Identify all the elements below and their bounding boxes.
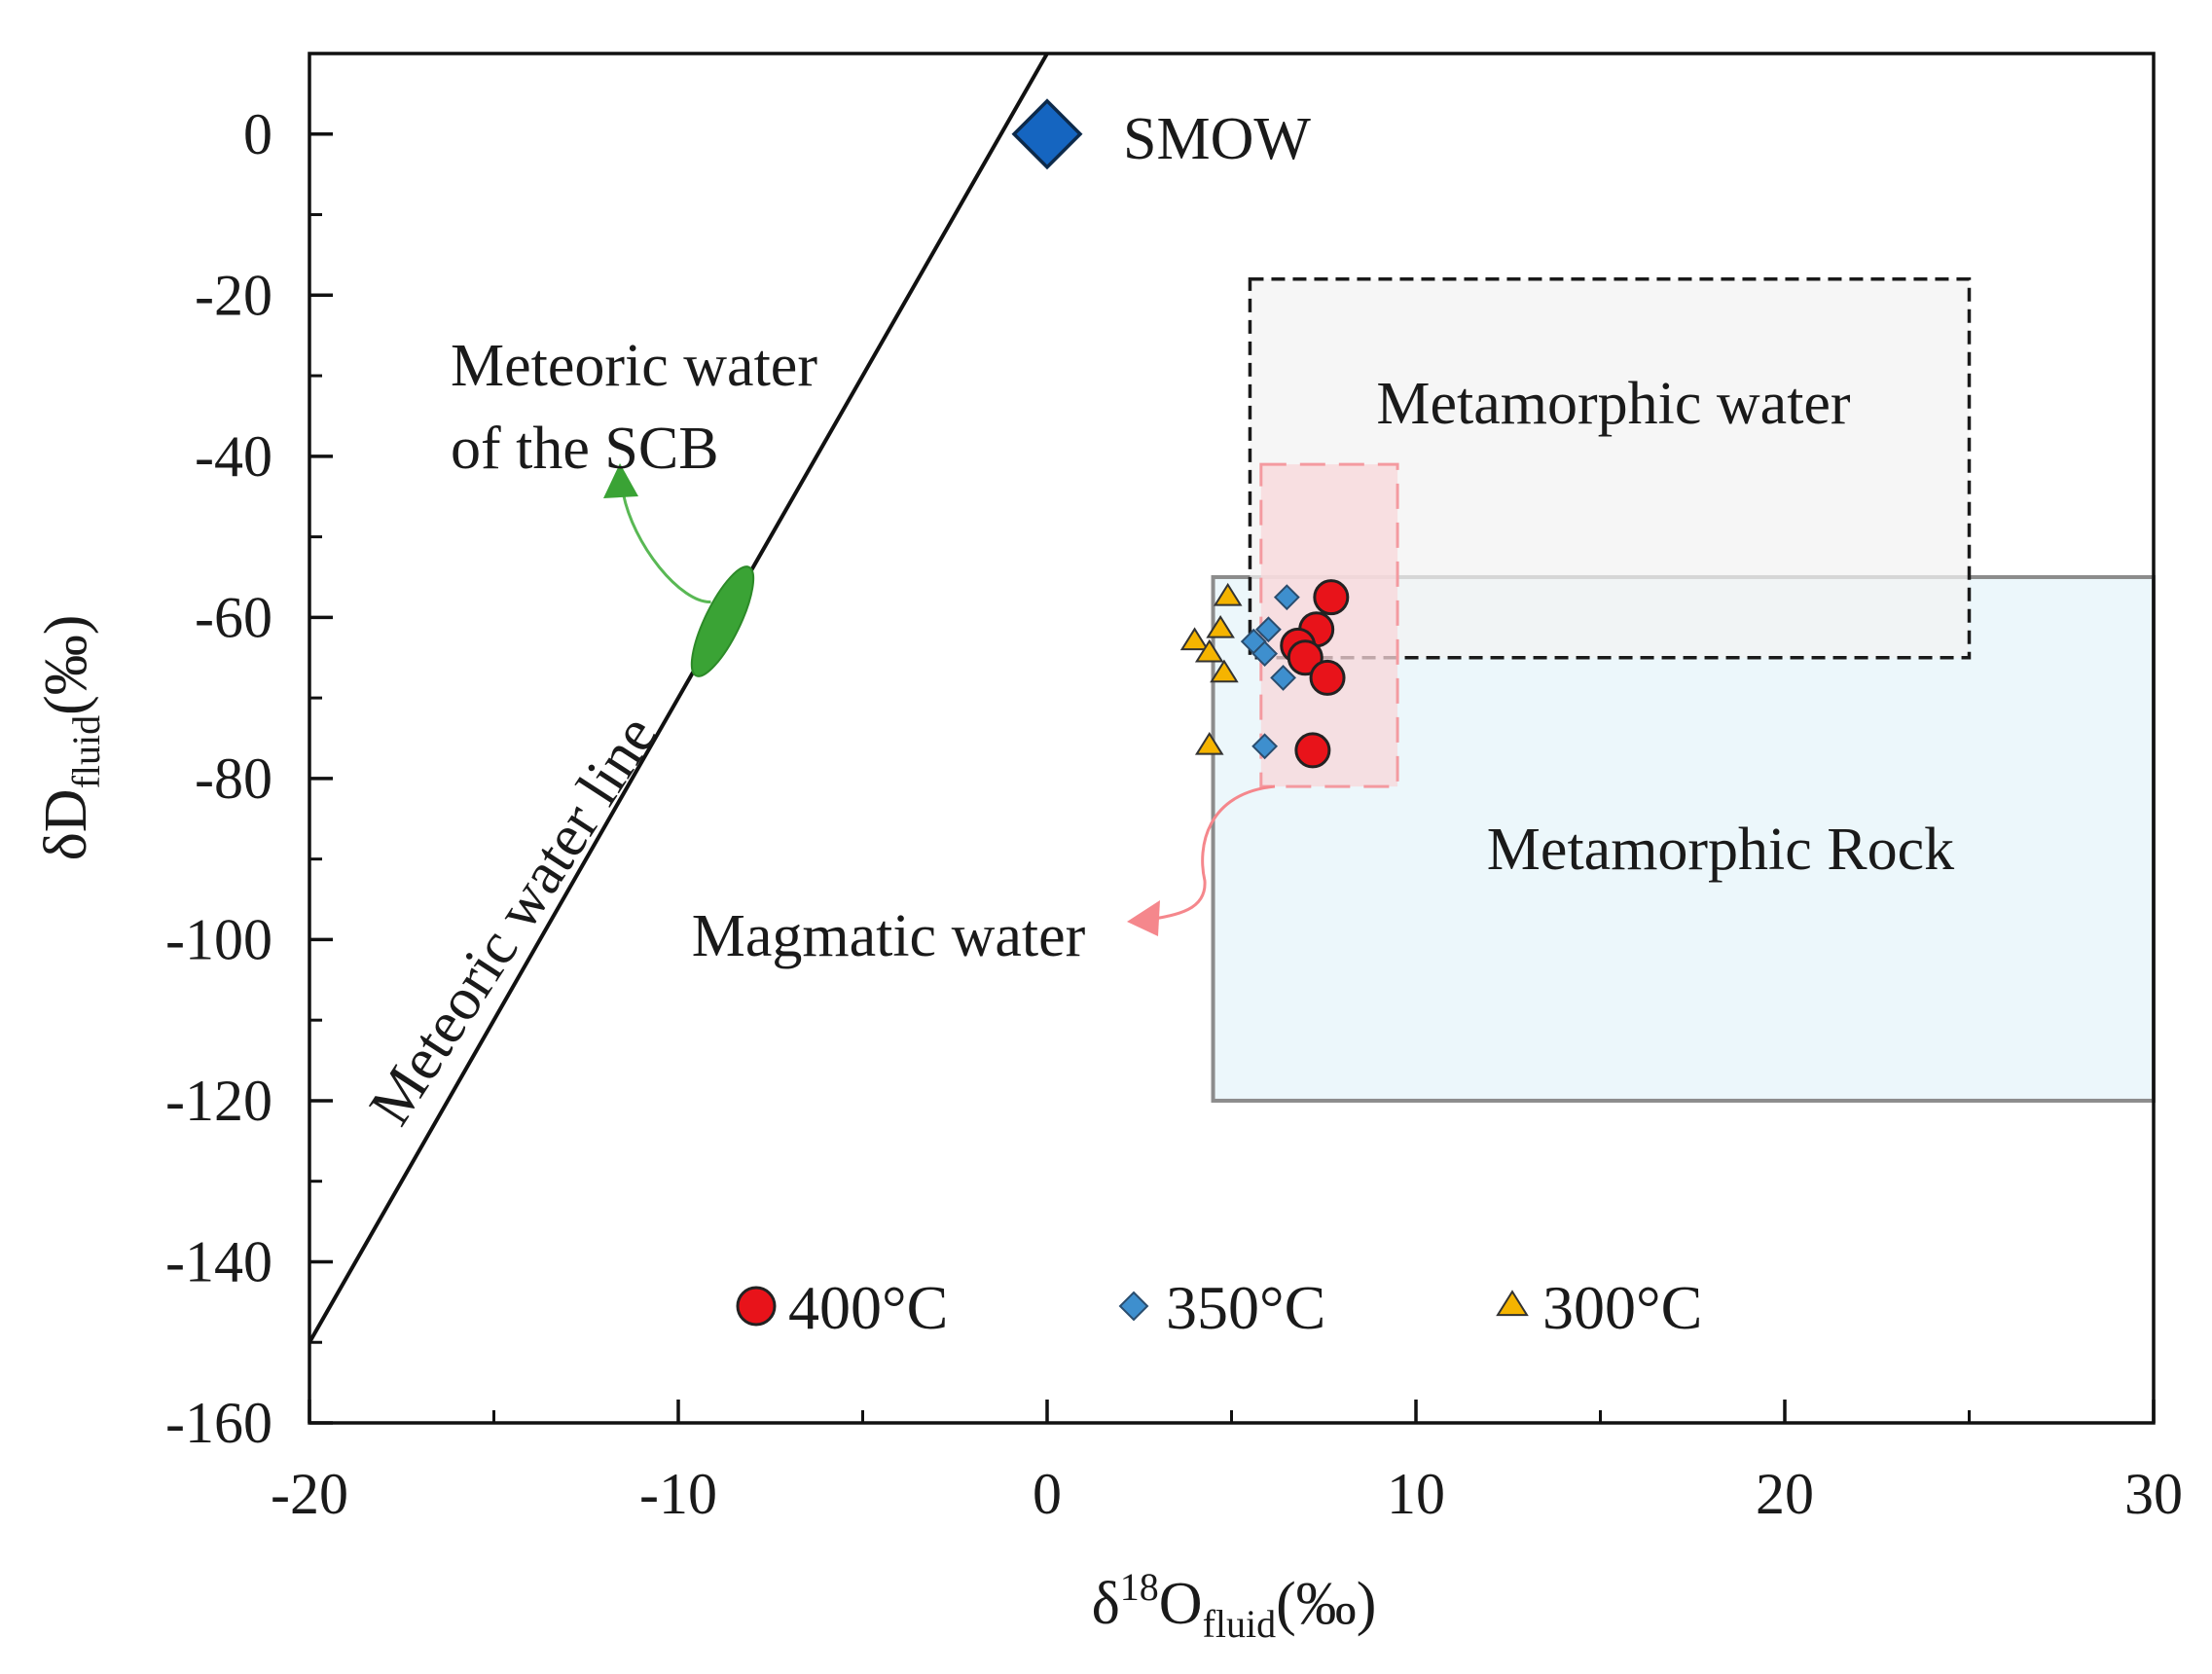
y-tick-label: -40 xyxy=(195,424,272,489)
meteoric-scb-label-line1: Meteoric water xyxy=(451,333,817,399)
meteoric-scb-arrowhead xyxy=(603,463,638,498)
region-labels-layer: Metamorphic Rock Metamorphic water Magmati… xyxy=(692,371,1954,969)
x-axis-title-mid: O xyxy=(1159,1571,1203,1637)
y-axis-title-tail: (‰) xyxy=(33,615,99,715)
y-tick-label: 0 xyxy=(243,102,272,166)
point-triangle-3 xyxy=(1194,638,1224,663)
x-axis-title-main: δ xyxy=(1092,1571,1120,1637)
legend-marker-triangle xyxy=(1496,1290,1529,1317)
x-axis-title-sub: fluid xyxy=(1203,1602,1277,1646)
annotations-layer: Meteoric water of the SCB xyxy=(451,333,1276,936)
point-triangle-2 xyxy=(1179,627,1210,651)
legend: 400°C 350°C 300°C xyxy=(736,1273,1702,1342)
point-circle-0 xyxy=(1313,579,1350,616)
meteoric-scb-ellipse xyxy=(690,565,755,677)
x-axis-title-tail: (‰) xyxy=(1276,1571,1376,1637)
y-axis-title-sub: fluid xyxy=(64,715,108,789)
meteoric-water-line xyxy=(309,54,1049,1344)
y-axis-title: δDfluid(‰) xyxy=(33,615,108,861)
x-tick-label: 0 xyxy=(1033,1462,1062,1526)
legend-label-circle: 400°C xyxy=(788,1273,948,1342)
smow-label: SMOW xyxy=(1123,106,1311,172)
regions-layer xyxy=(1211,276,2157,1103)
point-triangle-4 xyxy=(1210,659,1239,683)
meteoric-scb-label-line2: of the SCB xyxy=(451,416,719,482)
data-points-layer: SMOW xyxy=(1011,98,1350,769)
y-axis-title-main: δD xyxy=(33,788,99,860)
legend-marker-diamond xyxy=(1118,1291,1149,1322)
point-diamond-1 xyxy=(1254,616,1282,643)
legend-marker-circle xyxy=(736,1286,777,1327)
meteoric-water-line-layer: Meteoric water line xyxy=(309,54,1049,1344)
legend-label-diamond: 350°C xyxy=(1166,1273,1325,1342)
legend-label-triangle: 300°C xyxy=(1542,1273,1702,1342)
y-tick-label: -100 xyxy=(165,907,272,971)
axes-layer: 0-20-40-60-80-100-120-140-160-20 -10 0 10 20… xyxy=(33,52,2183,1646)
x-tick-label: -20 xyxy=(271,1462,348,1526)
y-tick-label: -80 xyxy=(195,746,272,811)
point-triangle-0 xyxy=(1213,582,1243,606)
y-tick-label: -160 xyxy=(165,1391,272,1455)
region-label-magmatic-water: Magmatic water xyxy=(692,903,1086,969)
point-diamond-4 xyxy=(1270,665,1296,691)
point-triangle-1 xyxy=(1206,614,1235,638)
point-circle-4 xyxy=(1309,659,1346,696)
x-tick-label: 20 xyxy=(1756,1462,1814,1526)
point-diamond-0 xyxy=(1273,584,1300,611)
region-label-metamorphic-rock: Metamorphic Rock xyxy=(1487,817,1954,883)
magmatic-pointer-line xyxy=(1147,784,1276,922)
point-circle-3 xyxy=(1287,639,1324,676)
point-circle-5 xyxy=(1294,732,1331,769)
region-label-metamorphic-water: Metamorphic water xyxy=(1376,371,1851,437)
x-tick-label: 10 xyxy=(1387,1462,1445,1526)
x-tick-label: -10 xyxy=(639,1462,717,1526)
meteoric-scb-pointer-line xyxy=(621,491,711,603)
point-diamond-5 xyxy=(1251,733,1279,760)
y-tick-label: -20 xyxy=(195,263,272,327)
x-axis-title: δ18Ofluid(‰) xyxy=(1092,1565,1377,1646)
point-diamond-3 xyxy=(1251,640,1279,668)
x-tick-label: 30 xyxy=(2124,1462,2183,1526)
x-axis-title-sup: 18 xyxy=(1120,1565,1159,1609)
magmatic-pointer-arrowhead xyxy=(1127,900,1160,936)
point-triangle-5 xyxy=(1194,731,1224,755)
meteoric-water-line-label: Meteoric water line xyxy=(357,704,670,1136)
y-tick-label: -140 xyxy=(165,1229,272,1293)
y-tick-label: -120 xyxy=(165,1069,272,1133)
smow-marker xyxy=(1011,98,1083,170)
y-tick-label: -60 xyxy=(195,585,272,649)
